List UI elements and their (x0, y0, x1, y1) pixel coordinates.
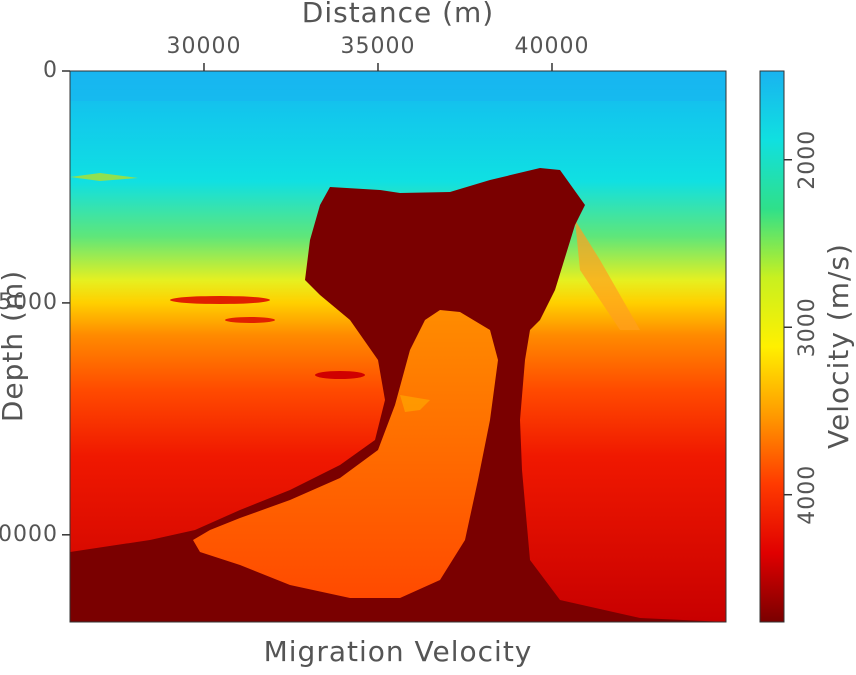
chart-title: Migration Velocity (264, 635, 533, 668)
x-axis-label: Distance (m) (302, 0, 494, 29)
colorbar-tick-label: 2000 (795, 130, 820, 190)
x-tick-label: 40000 (514, 34, 589, 59)
colorbar-tick-label: 3000 (795, 297, 820, 357)
colorbar-tick-label: 4000 (795, 465, 820, 525)
colorbar-label: Velocity (m/s) (822, 243, 855, 449)
x-tick-label: 30000 (166, 34, 241, 59)
velocity-image (70, 71, 726, 622)
plot-frame (69, 70, 727, 623)
colorbar (759, 70, 785, 623)
x-tick-label: 35000 (340, 34, 415, 59)
y-tick-label: 5000 (0, 290, 58, 315)
y-axis-label: Depth (m) (0, 270, 29, 422)
y-tick-label: 10000 (0, 522, 58, 547)
y-tick-label: 0 (43, 58, 58, 83)
